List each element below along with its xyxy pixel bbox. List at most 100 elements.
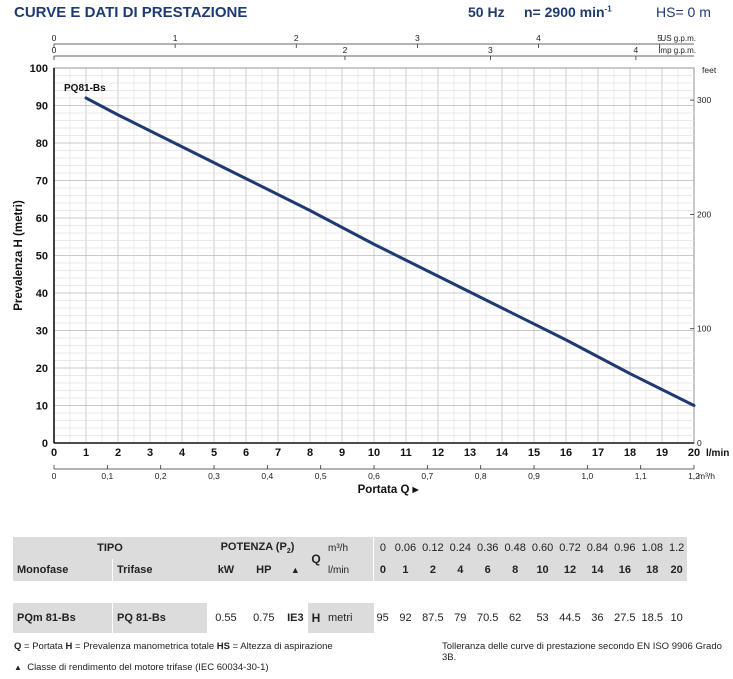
q-m3h-cell: 0 (379, 542, 386, 554)
power-kw: 0.55 (215, 612, 237, 624)
series-line (84, 96, 696, 407)
m3h-tick-label: 0,3 (208, 471, 220, 481)
trifase-header: Trifase (117, 564, 153, 576)
x-tick-label: 1 (83, 447, 89, 459)
x-tick-label: 4 (179, 447, 186, 459)
q-lmin-cell: 0 (379, 564, 386, 576)
unit-lmin: l/min (324, 559, 374, 581)
x-axis-title: Portata Q ▸ (358, 484, 420, 496)
q-lmin-cell: 10 (536, 564, 549, 576)
x-unit-label: l/min (706, 448, 729, 459)
m3h-tick-label: 0,7 (421, 471, 433, 481)
y-tick-label: 60 (36, 213, 48, 225)
x-tick-label: 12 (432, 447, 444, 459)
head-value: 44.5 (559, 612, 581, 624)
us-gpm-tick-label: 4 (536, 33, 541, 43)
y-tick-label: 100 (30, 63, 48, 75)
head-value: 18.5 (641, 612, 663, 624)
us-gpm-unit-label: US g.p.m. (660, 34, 696, 43)
q-m3h-cell: 0.24 (449, 542, 472, 554)
x-tick-label: 19 (656, 447, 668, 459)
q-lmin-cell: 12 (563, 564, 577, 576)
m3h-unit-label: m³/h (698, 471, 715, 481)
x-tick-label: 18 (624, 447, 636, 459)
m3h-tick-label: 1,2 (688, 471, 700, 481)
imp-gpm-tick-label: 2 (343, 45, 348, 55)
q-m3h-cell: 1.08 (641, 542, 663, 554)
triangle-icon: ▲ (14, 663, 22, 672)
head-value: 10 (670, 612, 683, 624)
y-tick-label: 90 (36, 101, 48, 113)
feet-unit-label: feet (702, 65, 717, 75)
x-tick-label: 16 (560, 447, 572, 459)
x-tick-label: 20 (688, 447, 700, 459)
model-monofase: PQm 81-Bs (13, 603, 113, 633)
head-value: 87.5 (422, 612, 444, 624)
head-value: 70.5 (477, 612, 499, 624)
us-gpm-tick-label: 2 (294, 33, 299, 43)
hp-header: HP (256, 564, 272, 576)
chart-grid (53, 67, 695, 444)
x-tick-label: 8 (307, 447, 313, 459)
imp-gpm-tick-label: 3 (488, 45, 493, 55)
monofase-header: Monofase (13, 559, 113, 581)
head-value: 27.5 (614, 612, 636, 624)
feet-tick-label: 0 (697, 438, 702, 448)
q-lmin-cell: 16 (618, 564, 631, 576)
frequency-label: 50 Hz (468, 4, 505, 20)
power-hp: 0.75 (253, 612, 275, 624)
head-value: 95 (376, 612, 389, 624)
x-tick-label: 3 (147, 447, 153, 459)
unit-m3h: m³/h (324, 537, 374, 559)
q-m3h-cell: 0.96 (614, 542, 636, 554)
page-title: CURVE E DATI DI PRESTAZIONE (14, 4, 248, 21)
x-tick-label: 13 (464, 447, 476, 459)
spec-table: TIPO POTENZA (P2) Q m³/h 0 0.06 0.12 0.2… (13, 537, 688, 633)
imp-gpm-tick-label: 0 (52, 45, 57, 55)
x-tick-label: 6 (243, 447, 249, 459)
head-value: 36 (591, 612, 604, 624)
feet-tick-label: 300 (697, 95, 711, 105)
ie-class: IE3 (287, 612, 304, 624)
x-tick-label: 15 (528, 447, 540, 459)
footer-legend: Q = Portata H = Prevalenza manometrica t… (14, 641, 333, 652)
y-tick-label: 10 (36, 401, 48, 413)
q-lmin-cell: 4 (457, 564, 464, 576)
q-m3h-cell: 0.06 (394, 542, 417, 554)
us-gpm-tick-label: 3 (415, 33, 420, 43)
m3h-tick-label: 0,4 (261, 471, 273, 481)
chart-axes (53, 43, 695, 470)
q-m3h-cell: 0.36 (477, 542, 499, 554)
q-lmin-cell: 2 (429, 564, 436, 576)
x-tick-label: 11 (400, 447, 412, 459)
x-tick-label: 5 (211, 447, 217, 459)
x-tick-label: 10 (368, 447, 380, 459)
y-tick-label: 0 (42, 438, 48, 450)
speed-label: n= 2900 min-1 (524, 4, 612, 20)
m3h-tick-label: 1,0 (581, 471, 593, 481)
m3h-tick-label: 0,9 (528, 471, 540, 481)
x-tick-label: 9 (339, 447, 345, 459)
x-tick-label: 14 (496, 447, 509, 459)
y-tick-label: 80 (36, 138, 48, 150)
chart-series (84, 96, 696, 407)
q-m3h-cell: 0.60 (531, 542, 554, 554)
q-m3h-cell: 1.2 (668, 542, 685, 554)
q-lmin-cell: 1 (402, 564, 409, 576)
q-lmin-cell: 20 (670, 564, 683, 576)
head-value: 79 (454, 612, 467, 624)
imp-gpm-unit-label: Imp g.p.m. (658, 46, 696, 55)
y-axis-title: Prevalenza H (metri) (13, 200, 25, 311)
kw-header: kW (217, 564, 235, 576)
y-tick-label: 30 (36, 326, 48, 338)
q-lmin-cell: 18 (646, 564, 659, 576)
model-trifase: PQ 81-Bs (112, 603, 207, 633)
tipo-header: TIPO (97, 542, 123, 554)
x-tick-label: 7 (275, 447, 281, 459)
x-tick-label: 2 (115, 447, 121, 459)
m3h-tick-label: 0,8 (475, 471, 487, 481)
series-label: PQ81-Bs (64, 83, 106, 94)
us-gpm-tick-label: 0 (52, 33, 57, 43)
us-gpm-tick-label: 1 (173, 33, 178, 43)
